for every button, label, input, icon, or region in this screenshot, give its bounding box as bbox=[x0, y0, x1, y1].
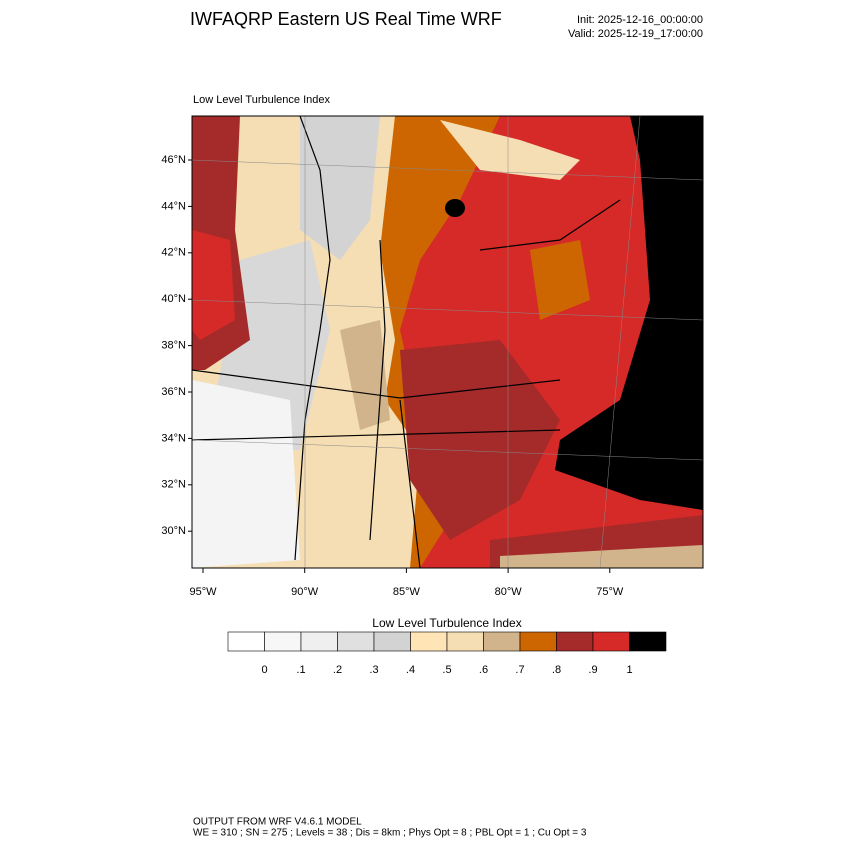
colorbar-box bbox=[300, 631, 338, 652]
colorbar-label: 1 bbox=[626, 664, 632, 676]
colorbar-box bbox=[592, 631, 630, 652]
init-time: Init: 2025-12-16_00:00:00 bbox=[577, 14, 703, 26]
lon-label: 90°W bbox=[291, 586, 319, 598]
colorbar-box bbox=[410, 631, 448, 652]
title: IWFAQRP Eastern US Real Time WRF bbox=[190, 9, 502, 29]
footer-line: WE = 310 ; SN = 275 ; Levels = 38 ; Dis … bbox=[193, 828, 587, 839]
lat-label: 44°N bbox=[161, 200, 186, 212]
lon-label: 85°W bbox=[393, 586, 421, 598]
colorbar-label: 0 bbox=[261, 664, 267, 676]
colorbar-label: .6 bbox=[479, 664, 488, 676]
colorbar-box bbox=[483, 631, 521, 652]
lat-label: 32°N bbox=[161, 479, 186, 491]
lon-label: 75°W bbox=[596, 586, 624, 598]
map-subtitle: Low Level Turbulence Index bbox=[193, 94, 330, 106]
colorbar-label: .4 bbox=[406, 664, 415, 676]
colorbar-label: .3 bbox=[369, 664, 378, 676]
colorbar-box bbox=[519, 631, 557, 652]
colorbar-box bbox=[264, 631, 302, 652]
map bbox=[191, 115, 704, 569]
lat-label: 34°N bbox=[161, 432, 186, 444]
colorbar-box bbox=[373, 631, 411, 652]
lon-label: 80°W bbox=[495, 586, 523, 598]
colorbar-label: .9 bbox=[588, 664, 597, 676]
colorbar-box bbox=[337, 631, 375, 652]
colorbar-label: .1 bbox=[296, 664, 305, 676]
lat-label: 42°N bbox=[161, 247, 186, 259]
colorbar-label: .5 bbox=[442, 664, 451, 676]
lat-label: 46°N bbox=[161, 154, 186, 166]
colorbar-label: .7 bbox=[515, 664, 524, 676]
lat-label: 38°N bbox=[161, 340, 186, 352]
lat-label: 40°N bbox=[161, 293, 186, 305]
valid-time: Valid: 2025-12-19_17:00:00 bbox=[568, 28, 703, 40]
lat-label: 36°N bbox=[161, 386, 186, 398]
colorbar-box bbox=[227, 631, 265, 652]
colorbar-label: .2 bbox=[333, 664, 342, 676]
colorbar-box bbox=[629, 631, 667, 652]
lon-label: 95°W bbox=[189, 586, 217, 598]
colorbar-box bbox=[446, 631, 484, 652]
colorbar-box bbox=[556, 631, 594, 652]
lat-label: 30°N bbox=[161, 525, 186, 537]
footer-line: OUTPUT FROM WRF V4.6.1 MODEL bbox=[193, 817, 362, 828]
colorbar-label: .8 bbox=[552, 664, 561, 676]
colorbar-title: Low Level Turbulence Index bbox=[372, 616, 521, 630]
